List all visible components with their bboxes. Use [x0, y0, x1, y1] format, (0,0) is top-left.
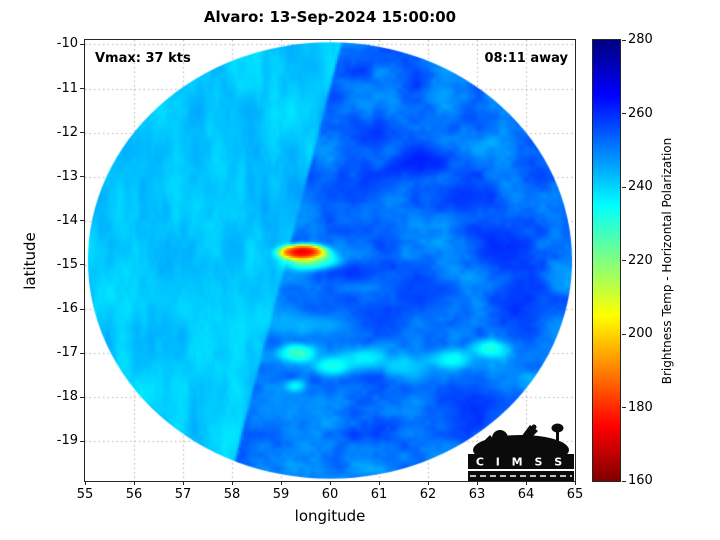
y-tick-label: -19	[56, 433, 78, 449]
colorbar-tick-label: 180	[628, 399, 653, 415]
x-tick-label: 64	[517, 487, 535, 502]
x-tick-mark	[182, 481, 184, 485]
x-tick-label: 61	[370, 487, 388, 502]
colorbar-tick-label: 220	[628, 252, 653, 268]
logo-dish-icon	[518, 425, 538, 443]
colorbar-tick-mark	[622, 113, 626, 114]
x-tick-mark	[476, 481, 478, 485]
y-tick-label: -11	[56, 80, 78, 96]
y-tick-label: -15	[56, 256, 78, 272]
x-tick-mark	[133, 481, 135, 485]
y-tick-mark	[80, 396, 84, 398]
y-tick-mark	[80, 88, 84, 89]
plot-area	[84, 39, 576, 482]
colorbar-tick-mark	[622, 39, 626, 41]
x-tick-label: 55	[76, 487, 94, 502]
vmax-annotation: Vmax: 37 kts	[95, 51, 191, 66]
colorbar-tick-label: 240	[628, 179, 653, 194]
x-tick-mark	[231, 481, 233, 485]
colorbar-tick-mark	[622, 186, 626, 188]
y-tick-label: -17	[56, 345, 78, 361]
logo-radome-icon	[492, 430, 508, 446]
x-tick-mark	[280, 481, 282, 485]
x-axis-label: longitude	[294, 507, 366, 525]
colorbar	[592, 39, 621, 482]
x-tick-label: 56	[125, 487, 143, 502]
logo-banner	[468, 454, 574, 469]
y-tick-mark	[80, 220, 84, 222]
y-tick-mark	[80, 440, 84, 442]
y-tick-label: -12	[56, 124, 78, 140]
logo-tower	[556, 429, 559, 445]
x-tick-label: 65	[566, 487, 584, 502]
x-tick-mark	[525, 481, 527, 485]
satellite-image-canvas	[85, 40, 575, 481]
colorbar-tick-mark	[622, 260, 626, 261]
y-axis-label: latitude	[21, 232, 39, 290]
colorbar-tick-mark	[622, 407, 626, 408]
y-tick-label: -13	[56, 168, 78, 184]
y-tick-mark	[80, 132, 84, 134]
x-tick-label: 59	[272, 487, 290, 502]
y-tick-mark	[80, 308, 84, 310]
x-tick-label: 58	[223, 487, 241, 502]
colorbar-gradient	[593, 40, 620, 481]
colorbar-tick-mark	[622, 480, 626, 482]
x-tick-label: 63	[468, 487, 486, 502]
y-tick-label: -18	[56, 389, 78, 405]
colorbar-tick-label: 200	[628, 326, 653, 341]
x-tick-label: 57	[174, 487, 192, 502]
x-tick-mark	[84, 481, 86, 485]
colorbar-tick-label: 160	[628, 473, 653, 488]
y-tick-label: -16	[56, 301, 78, 316]
y-tick-mark	[80, 264, 84, 266]
time-away-annotation: 08:11 away	[484, 51, 568, 66]
logo-tower-tank	[551, 423, 564, 433]
x-tick-mark	[329, 481, 331, 485]
y-tick-mark	[80, 43, 84, 45]
cimss-logo-text: C I M S S	[476, 456, 566, 469]
y-tick-label: -10	[56, 36, 78, 52]
y-tick-mark	[80, 176, 84, 178]
colorbar-tick-label: 280	[628, 32, 653, 47]
plot-title: Alvaro: 13-Sep-2024 15:00:00	[203, 8, 457, 26]
x-tick-label: 62	[419, 487, 437, 502]
y-tick-mark	[80, 352, 84, 354]
colorbar-tick-label: 260	[628, 105, 653, 121]
x-tick-mark	[574, 481, 576, 485]
logo-dish-feed	[531, 424, 537, 430]
cimss-logo: C I M S S	[468, 423, 574, 481]
x-tick-label: 60	[321, 487, 339, 502]
y-tick-label: -14	[56, 212, 78, 228]
logo-small-dish-icon	[480, 435, 495, 445]
x-tick-mark	[378, 481, 380, 485]
colorbar-tick-mark	[622, 333, 626, 335]
x-tick-mark	[427, 481, 429, 485]
